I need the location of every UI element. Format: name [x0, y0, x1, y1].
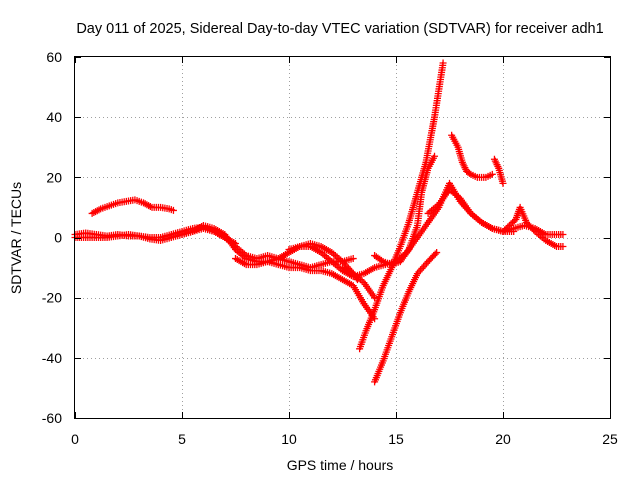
y-tick-labels: -60 -40 -20 0 20 40 60 — [42, 49, 62, 426]
x-tick-label: 25 — [602, 431, 618, 447]
y-tick-label: 60 — [46, 49, 62, 65]
data-point — [488, 170, 496, 178]
y-tick-label: -40 — [42, 350, 62, 366]
plot-frame — [74, 56, 611, 419]
data-point — [431, 250, 439, 258]
y-tick-label: 20 — [46, 169, 62, 185]
series-arc-e — [232, 255, 379, 323]
y-tick-label: 40 — [46, 109, 62, 125]
series-arc-m — [490, 155, 507, 187]
x-tick-label: 0 — [71, 431, 79, 447]
y-tick-label: 0 — [54, 230, 62, 246]
series-arc-i — [371, 249, 441, 386]
data-point — [431, 152, 439, 160]
series-arc-g — [339, 264, 379, 302]
series-arc-o — [499, 221, 567, 238]
data-point — [439, 59, 447, 67]
series-arc-j — [371, 152, 439, 269]
x-tick-label: 10 — [281, 431, 297, 447]
series-arc-n — [499, 203, 567, 251]
chart-title: Day 011 of 2025, Sidereal Day-to-day VTE… — [76, 21, 603, 37]
series-arc-k — [448, 131, 496, 181]
x-tick-label: 20 — [495, 431, 511, 447]
data-point — [499, 179, 507, 187]
data-point — [371, 294, 379, 302]
x-tick-labels: 0 5 10 15 20 25 — [71, 431, 618, 447]
x-axis-label: GPS time / hours — [287, 457, 394, 473]
axis-ticks — [75, 57, 611, 419]
y-tick-label: -20 — [42, 290, 62, 306]
x-tick-label: 5 — [178, 431, 186, 447]
series-arc-c — [88, 196, 177, 217]
data-point — [559, 230, 567, 238]
x-tick-label: 15 — [388, 431, 404, 447]
data-point — [559, 243, 567, 251]
y-tick-label: -60 — [42, 410, 62, 426]
data-point — [465, 169, 473, 177]
data-points — [71, 59, 567, 386]
y-axis-label: SDTVAR / TECUs — [8, 182, 24, 294]
data-point — [433, 249, 441, 257]
data-point — [169, 206, 177, 214]
series-arc-h — [356, 59, 447, 353]
data-point — [509, 218, 517, 226]
data-point — [349, 255, 357, 263]
data-point — [510, 217, 518, 225]
